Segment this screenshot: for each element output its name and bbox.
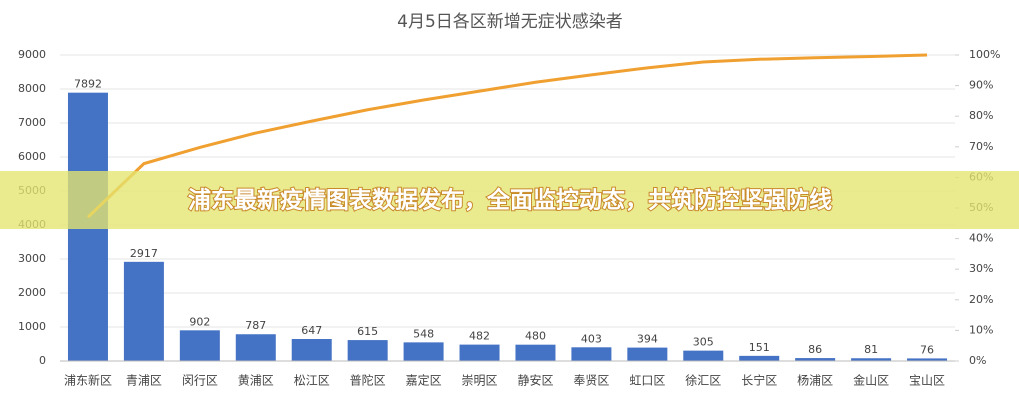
- x-tick-label: 闵行区: [182, 373, 218, 388]
- x-tick-label: 浦东新区: [64, 373, 112, 388]
- bar: [459, 344, 500, 361]
- bar: [907, 358, 948, 361]
- x-tick-label: 长宁区: [741, 373, 777, 388]
- bar: [683, 350, 724, 361]
- data-label: 394: [637, 333, 658, 346]
- x-tick-label: 嘉定区: [406, 373, 442, 388]
- cumulative-line: [86, 53, 928, 219]
- data-label: 480: [525, 330, 546, 343]
- data-label: 615: [357, 325, 378, 338]
- y2-tick-label: 10%: [969, 323, 993, 336]
- banner-text: 浦东最新疫情图表数据发布，全面监控动态，共筑防控坚强防线: [188, 187, 832, 214]
- y2-tick-label: 0%: [969, 354, 986, 367]
- y2-tick-label: 80%: [969, 109, 993, 122]
- data-label: 548: [413, 327, 434, 340]
- bar: [403, 342, 444, 361]
- bar: [795, 358, 836, 361]
- data-label: 86: [808, 343, 822, 356]
- bar: [291, 339, 332, 361]
- x-tick-label: 静安区: [517, 373, 553, 388]
- data-label: 787: [245, 319, 266, 332]
- bar: [851, 358, 892, 361]
- x-tick-label: 奉贤区: [573, 374, 609, 388]
- x-tick-label: 杨浦区: [797, 373, 833, 388]
- y2-tick-label: 20%: [969, 293, 993, 306]
- chart-title: 4月5日各区新增无症状感染者: [397, 12, 623, 32]
- data-label: 305: [693, 336, 714, 349]
- y2-tick-label: 40%: [969, 232, 993, 245]
- bar: [627, 347, 668, 361]
- bar: [571, 347, 612, 361]
- data-label: 151: [749, 341, 770, 354]
- data-label: 902: [189, 315, 210, 328]
- data-label: 2917: [130, 247, 158, 260]
- x-tick-label: 崇明区: [462, 374, 498, 388]
- y2-tick-label: 90%: [969, 79, 993, 92]
- y-tick-label: 2000: [18, 286, 46, 299]
- y-tick-label: 0: [39, 354, 46, 367]
- bar: [739, 355, 780, 361]
- y-tick-label: 8000: [18, 82, 46, 95]
- data-label: 482: [469, 330, 490, 343]
- x-tick-label: 宝山区: [909, 374, 945, 388]
- x-tick-label: 徐汇区: [685, 373, 721, 388]
- data-label: 647: [301, 324, 322, 337]
- x-tick-label: 青浦区: [126, 374, 162, 388]
- y2-tick-label: 30%: [969, 262, 993, 275]
- data-label: 76: [920, 343, 934, 356]
- bar: [515, 344, 556, 361]
- bar: [123, 261, 164, 361]
- data-label: 7892: [74, 78, 102, 91]
- x-tick-label: 黄浦区: [238, 374, 274, 388]
- y-tick-label: 6000: [18, 150, 46, 163]
- y2-tick-label: 70%: [969, 140, 993, 153]
- bar: [347, 340, 388, 361]
- x-tick-label: 金山区: [853, 373, 889, 388]
- data-label: 81: [864, 343, 878, 356]
- x-tick-label: 普陀区: [350, 373, 386, 388]
- y2-tick-label: 100%: [969, 48, 1000, 61]
- y-tick-label: 9000: [18, 48, 46, 61]
- bar: [235, 334, 276, 361]
- banner-bg: [0, 171, 1019, 229]
- y-tick-label: 7000: [18, 116, 46, 129]
- data-label: 403: [581, 332, 602, 345]
- y-tick-label: 1000: [18, 320, 46, 333]
- y-tick-label: 3000: [18, 252, 46, 265]
- x-tick-label: 松江区: [294, 374, 330, 388]
- bar: [179, 330, 220, 361]
- x-tick-label: 虹口区: [629, 374, 665, 388]
